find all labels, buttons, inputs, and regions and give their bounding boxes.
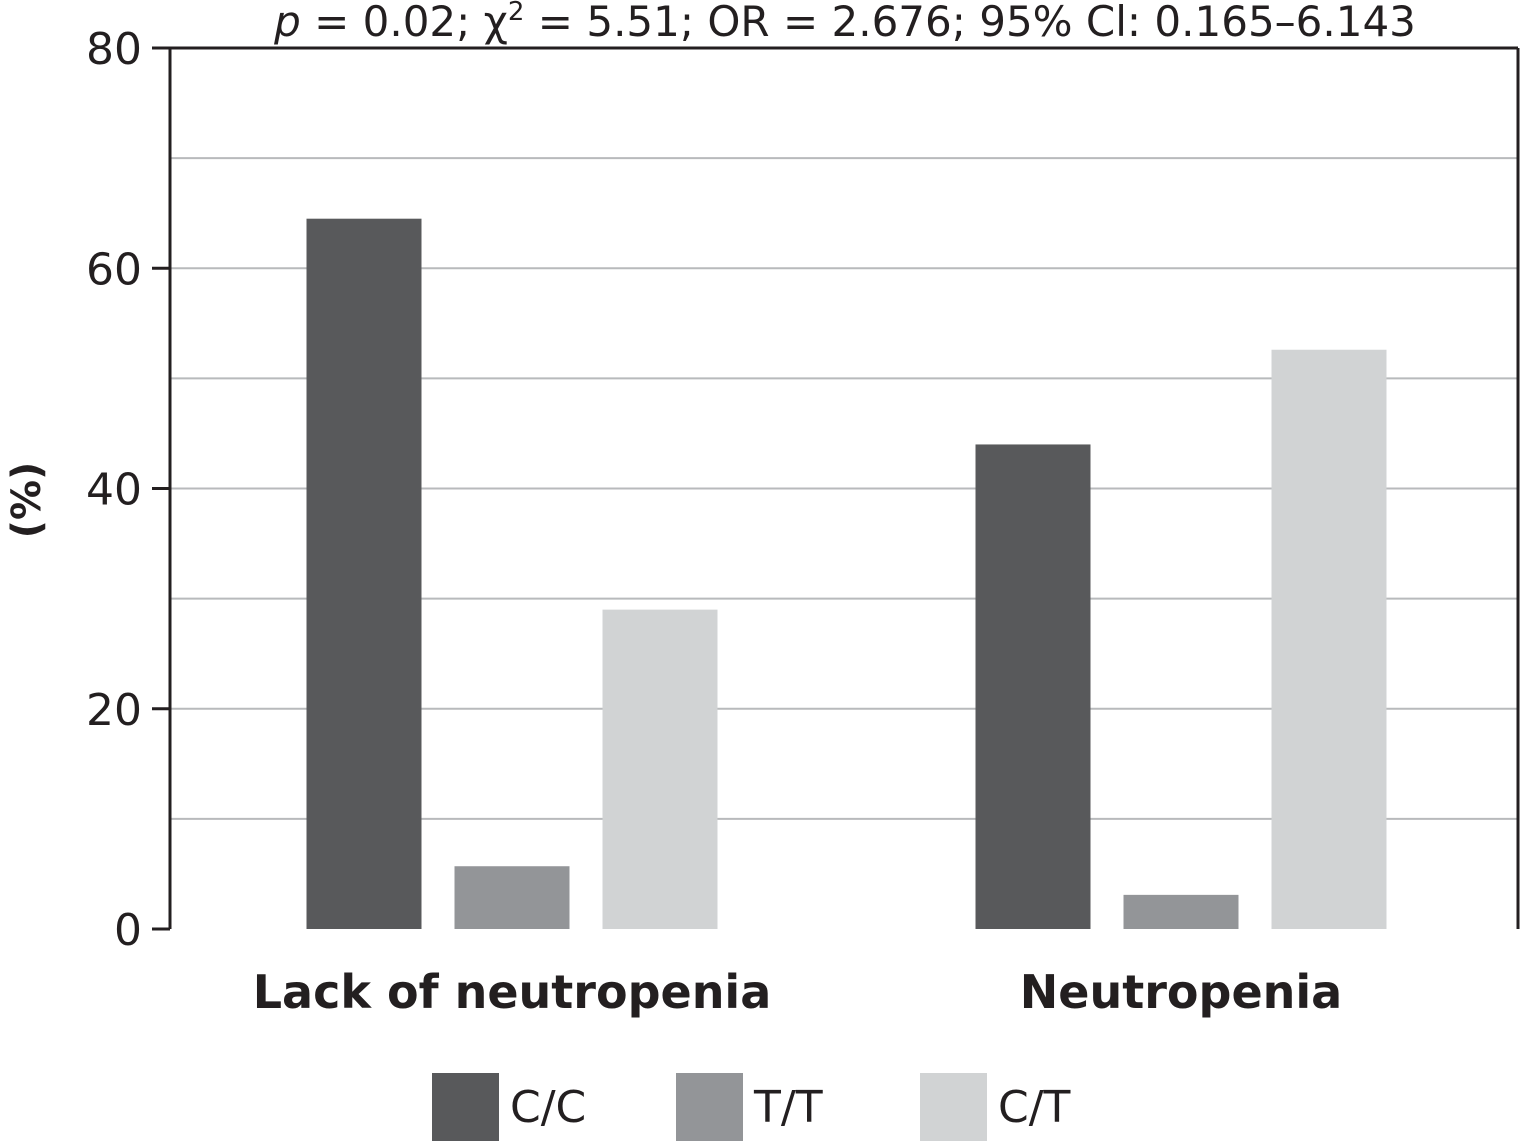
y-axis-label: (%)	[4, 462, 50, 539]
y-tick-label: 20	[86, 685, 142, 736]
y-tick-label: 80	[86, 24, 142, 75]
legend-label: C/T	[998, 1082, 1071, 1133]
legend: C/C T/T C/T	[432, 1073, 1071, 1141]
axes	[152, 46, 1520, 931]
bar	[1271, 349, 1387, 929]
stats-part-2: = 5.51; OR = 2.676; 95% Cl: 0.165–6.143	[524, 0, 1415, 46]
category-label: Neutropenia	[1020, 965, 1342, 1019]
chi-superscript: 2	[508, 0, 525, 27]
bar	[454, 866, 570, 929]
stats-part-1: = 0.02; χ	[301, 0, 508, 46]
legend-label: T/T	[753, 1082, 823, 1133]
legend-label: C/C	[510, 1082, 586, 1133]
legend-swatch	[920, 1073, 987, 1141]
category-label: Lack of neutropenia	[253, 965, 772, 1019]
category-labels: Lack of neutropenia Neutropenia	[253, 965, 1342, 1019]
p-symbol: p	[273, 0, 301, 46]
bar	[306, 218, 422, 930]
y-tick-label: 0	[114, 905, 142, 956]
y-tick-label: 40	[86, 465, 142, 516]
bar	[1123, 894, 1239, 929]
bar	[602, 609, 718, 929]
legend-swatch	[676, 1073, 743, 1141]
y-tick-labels: 0 20 40 60 80	[86, 24, 142, 956]
stats-annotation: p = 0.02; χ2 = 5.51; OR = 2.676; 95% Cl:…	[273, 0, 1416, 46]
legend-swatch	[432, 1073, 499, 1141]
bar	[975, 444, 1091, 929]
y-tick-label: 60	[86, 244, 142, 295]
bars	[306, 218, 1387, 930]
